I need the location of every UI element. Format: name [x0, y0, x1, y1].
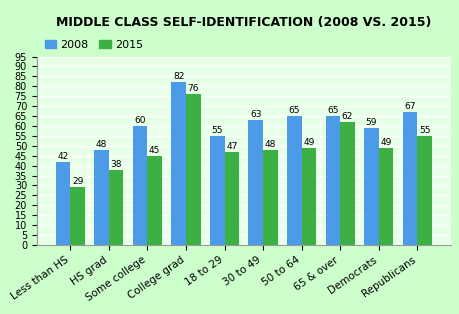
Text: 76: 76: [187, 84, 199, 93]
Bar: [147, 156, 162, 245]
Text: 38: 38: [110, 160, 122, 169]
Bar: [301, 148, 316, 245]
Text: 62: 62: [341, 112, 353, 121]
Bar: [94, 150, 109, 245]
Bar: [109, 170, 123, 245]
Text: 49: 49: [302, 138, 314, 147]
Bar: [286, 116, 301, 245]
Text: 47: 47: [226, 142, 237, 151]
Bar: [171, 82, 185, 245]
Text: 82: 82: [173, 72, 184, 81]
Bar: [402, 112, 416, 245]
Bar: [340, 122, 354, 245]
Bar: [70, 187, 85, 245]
Text: 65: 65: [326, 106, 338, 115]
Text: 48: 48: [95, 140, 107, 149]
Text: 55: 55: [418, 126, 430, 135]
Bar: [56, 162, 70, 245]
Text: 42: 42: [57, 152, 68, 161]
Text: 49: 49: [380, 138, 391, 147]
Text: 55: 55: [211, 126, 223, 135]
Text: 60: 60: [134, 116, 146, 125]
Title: MIDDLE CLASS SELF-IDENTIFICATION (2008 VS. 2015): MIDDLE CLASS SELF-IDENTIFICATION (2008 V…: [56, 16, 431, 29]
Bar: [378, 148, 392, 245]
Text: 63: 63: [249, 110, 261, 119]
Text: 48: 48: [264, 140, 275, 149]
Text: 45: 45: [149, 146, 160, 155]
Bar: [133, 126, 147, 245]
Bar: [364, 128, 378, 245]
Bar: [248, 120, 263, 245]
Legend: 2008, 2015: 2008, 2015: [42, 38, 145, 52]
Text: 65: 65: [288, 106, 299, 115]
Bar: [209, 136, 224, 245]
Text: 59: 59: [365, 118, 376, 127]
Bar: [263, 150, 277, 245]
Bar: [325, 116, 340, 245]
Bar: [185, 94, 200, 245]
Text: 67: 67: [403, 102, 415, 111]
Bar: [416, 136, 431, 245]
Bar: [224, 152, 239, 245]
Text: 29: 29: [72, 177, 83, 187]
